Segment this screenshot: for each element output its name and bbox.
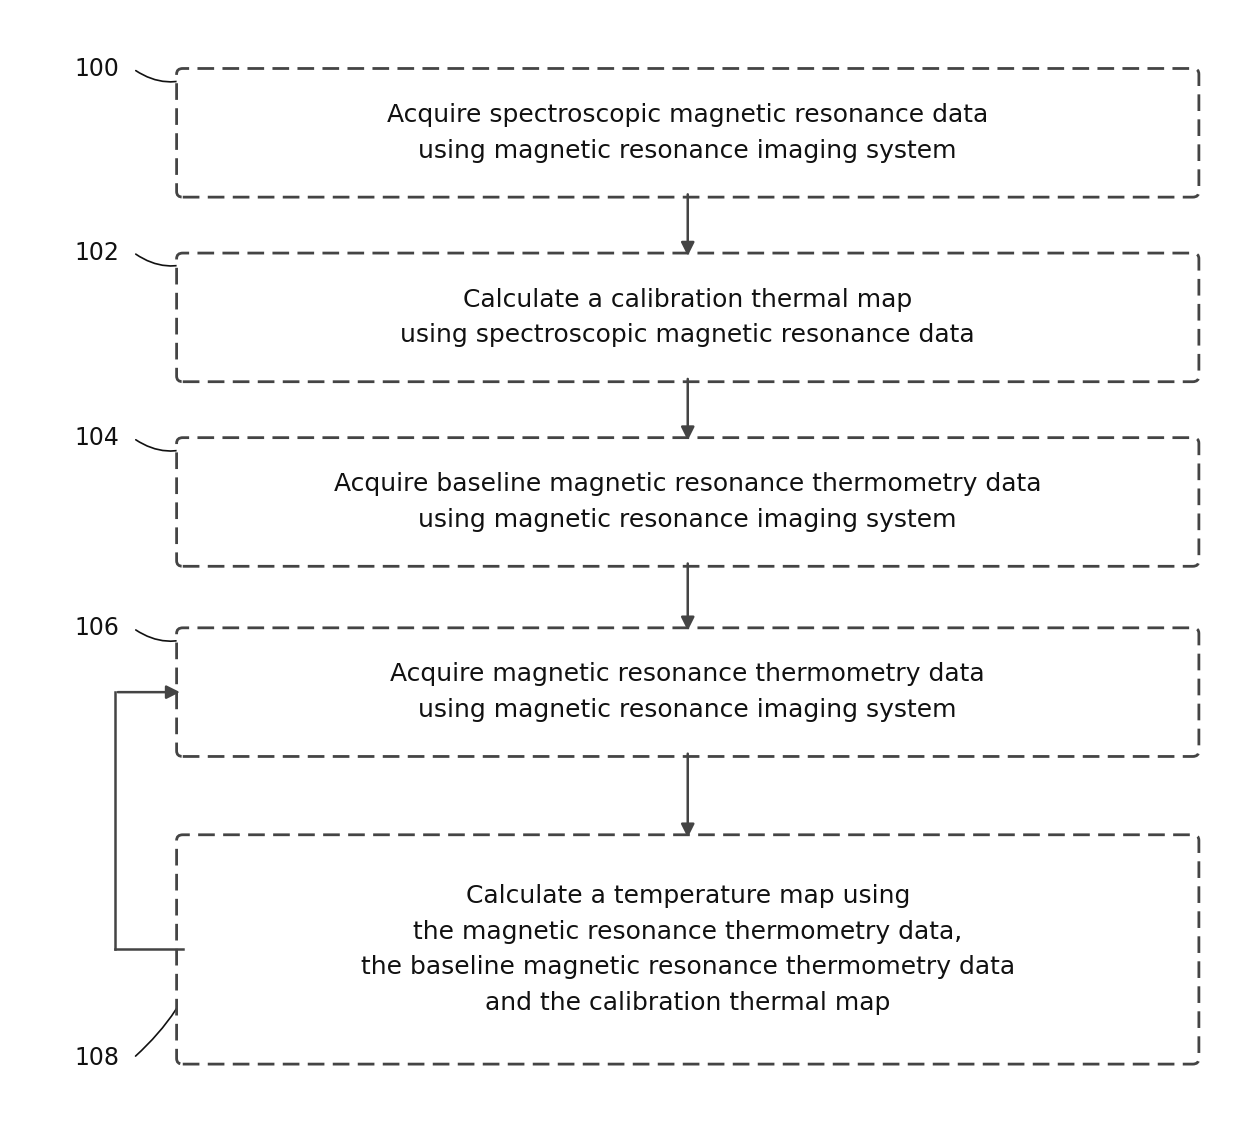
FancyBboxPatch shape [176,69,1199,197]
FancyBboxPatch shape [176,254,1199,382]
FancyBboxPatch shape [176,835,1199,1064]
Text: Acquire magnetic resonance thermometry data
using magnetic resonance imaging sys: Acquire magnetic resonance thermometry d… [391,663,985,722]
Text: Acquire spectroscopic magnetic resonance data
using magnetic resonance imaging s: Acquire spectroscopic magnetic resonance… [387,103,988,162]
Text: 100: 100 [74,57,119,81]
Text: 104: 104 [74,426,119,450]
Text: Acquire baseline magnetic resonance thermometry data
using magnetic resonance im: Acquire baseline magnetic resonance ther… [334,472,1042,532]
FancyBboxPatch shape [176,628,1199,756]
Text: 102: 102 [74,240,119,265]
Text: Calculate a calibration thermal map
using spectroscopic magnetic resonance data: Calculate a calibration thermal map usin… [401,287,975,347]
Text: 106: 106 [74,616,119,640]
Text: Calculate a temperature map using
the magnetic resonance thermometry data,
the b: Calculate a temperature map using the ma… [361,885,1014,1014]
FancyBboxPatch shape [176,437,1199,566]
Text: 108: 108 [74,1046,119,1070]
